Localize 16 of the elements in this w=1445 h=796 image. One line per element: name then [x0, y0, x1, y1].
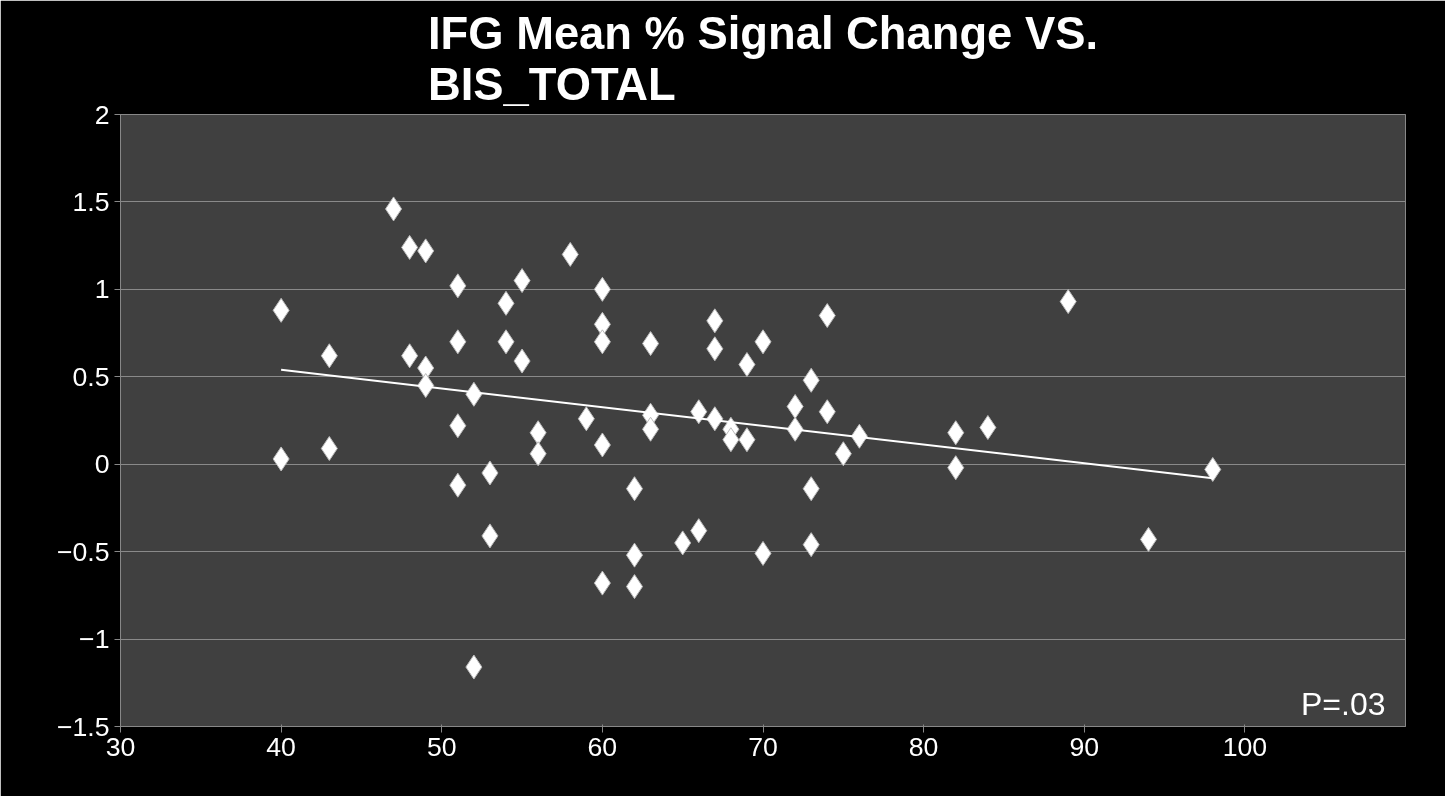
x-tick-label: 70 [748, 731, 778, 762]
annotation: P=.03 [1300, 685, 1386, 722]
y-tick-label: 2 [94, 99, 110, 130]
y-tick-label: −1 [79, 624, 110, 655]
x-tick-label: 80 [908, 731, 939, 762]
x-tick-label: 60 [587, 731, 618, 762]
chart-title: IFG Mean % Signal Change VS. BIS_TOTAL [428, 7, 1098, 110]
y-tick-label: −0.5 [56, 536, 110, 567]
x-tick-label: 50 [426, 731, 457, 762]
y-tick-label: 1 [94, 274, 110, 305]
y-tick-label: 0.5 [72, 361, 110, 392]
x-tick-label: 90 [1069, 731, 1100, 762]
y-tick-label: 1.5 [72, 186, 110, 217]
x-tick-label: 40 [266, 731, 296, 762]
x-tick-label: 100 [1222, 731, 1268, 762]
y-tick-label: 0 [94, 449, 110, 480]
